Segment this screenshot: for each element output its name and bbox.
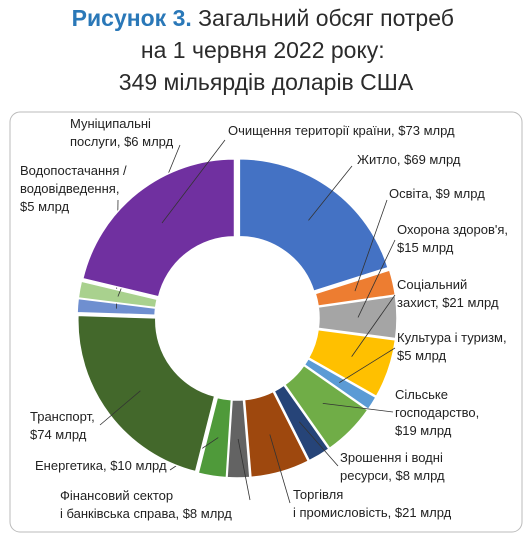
data-label-line: Охорона здоров'я, (397, 222, 508, 237)
chart-frame (9, 111, 523, 533)
data-label: Транспорт, $74 млрд (30, 409, 95, 442)
leader-line (339, 347, 396, 383)
title-line: Загальний обсяг потреб (198, 5, 454, 31)
data-label-line: Освіта, $9 млрд (389, 186, 485, 201)
data-label-line: Культура і туризм, (397, 330, 507, 345)
leader-line (357, 239, 396, 318)
donut-slice (314, 269, 397, 307)
donut-slice (77, 314, 216, 473)
data-label: Торгівля і промисловість, $21 млрд (293, 487, 452, 520)
leader-line (308, 165, 353, 221)
data-label-line: $5 млрд (397, 348, 447, 363)
leader-line (322, 402, 394, 413)
data-label-line: господарство, (395, 405, 479, 420)
leader-line (99, 390, 141, 426)
data-label-line: ресурси, $8 млрд (340, 468, 445, 483)
data-label-line: $15 млрд (397, 240, 454, 255)
data-label: Очищення території країни, $73 млрд (228, 123, 455, 138)
donut-slice (243, 390, 310, 479)
donut-slice (307, 328, 397, 398)
title-line: на 1 червня 2022 року: (141, 37, 385, 63)
leader-line (237, 438, 251, 501)
data-label-line: і банківська справа, $8 млрд (60, 506, 232, 521)
data-label: Соціальний захист, $21 млрд (397, 277, 499, 310)
donut-slice (303, 357, 377, 411)
donut-slice (238, 158, 390, 293)
data-label: Фінансовий сектор і банківська справа, $8… (60, 488, 232, 521)
data-label-line: водовідведення, (20, 181, 119, 196)
data-label: Сільське господарство, $19 млрд (395, 387, 479, 438)
data-label-line: Фінансовий сектор (60, 488, 173, 503)
data-label-line: Муніципальні (70, 116, 151, 131)
leader-line (351, 294, 396, 357)
data-label-line: $19 млрд (395, 423, 452, 438)
donut-slice (197, 396, 233, 479)
data-label: Житло, $69 млрд (357, 152, 461, 167)
data-label: Муніципальні послуги, $6 млрд (70, 116, 174, 149)
data-label-line: Енергетика, $10 млрд (35, 458, 167, 473)
data-label-line: і промисловість, $21 млрд (293, 505, 452, 520)
donut-slice (317, 295, 398, 340)
data-label-line: Торгівля (293, 487, 343, 502)
data-label-line: Очищення території країни, $73 млрд (228, 123, 455, 138)
data-label-line: Сільське (395, 387, 448, 402)
title-prefix: Рисунок 3. (72, 5, 192, 31)
data-label-line: захист, $21 млрд (397, 295, 499, 310)
data-label: Енергетика, $10 млрд (35, 458, 167, 473)
data-label-line: $5 млрд (20, 199, 70, 214)
donut-slice (81, 158, 236, 298)
data-label-line: Житло, $69 млрд (357, 152, 461, 167)
leader-line (354, 199, 388, 292)
data-label: Зрошення і водні ресурси, $8 млрд (340, 450, 445, 483)
data-label-line: Транспорт, (30, 409, 95, 424)
data-label: Охорона здоров'я, $15 млрд (397, 222, 508, 255)
donut-slice (283, 364, 369, 450)
donut-slice (273, 384, 330, 462)
data-label-line: Водопостачання / (20, 163, 127, 178)
data-label: Водопостачання / водовідведення, $5 млрд (20, 163, 127, 214)
leader-line (161, 139, 226, 224)
data-label-line: Соціальний (397, 277, 467, 292)
data-label-line: послуги, $6 млрд (70, 134, 174, 149)
title-line: 349 мільярдів доларів США (119, 69, 414, 95)
donut-slice (77, 280, 159, 309)
leader-line (298, 421, 339, 467)
leader-line (269, 434, 291, 504)
data-label: Культура і туризм, $5 млрд (397, 330, 507, 363)
data-label-line: $74 млрд (30, 427, 87, 442)
chart-title: Рисунок 3. Загальний обсяг потреб на 1 ч… (72, 5, 461, 95)
data-label-line: Зрошення і водні (340, 450, 443, 465)
data-label: Освіта, $9 млрд (389, 186, 485, 201)
